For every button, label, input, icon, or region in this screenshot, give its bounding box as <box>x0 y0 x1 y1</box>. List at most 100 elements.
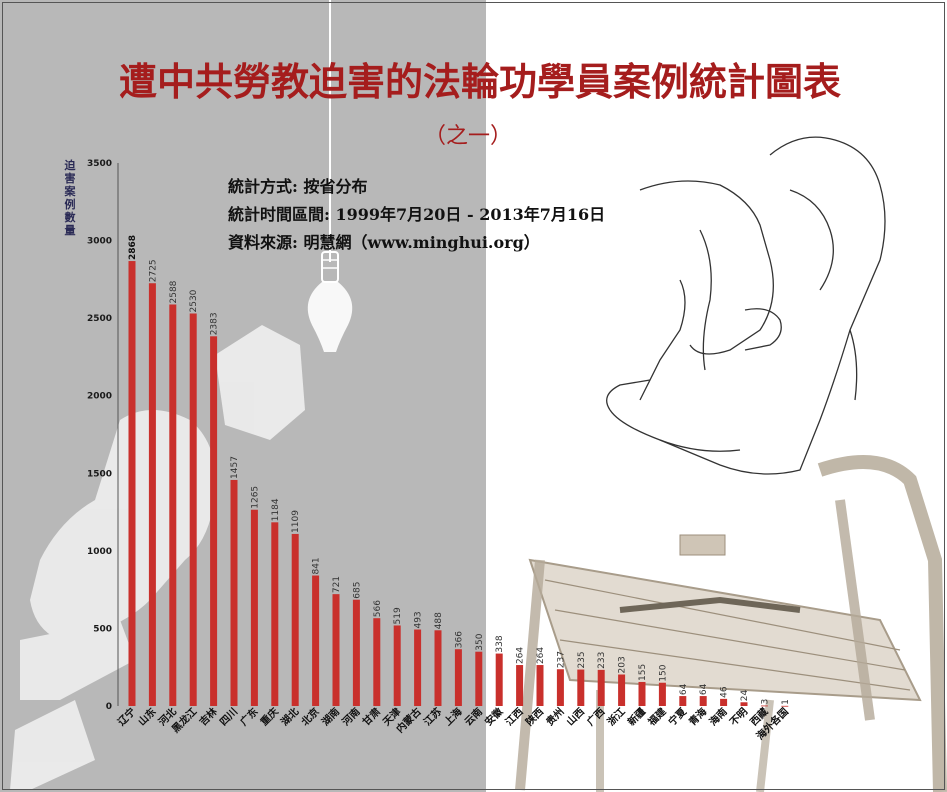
value-label: 3 <box>760 699 770 705</box>
value-label: 237 <box>556 651 566 668</box>
bar <box>312 575 320 706</box>
value-label: 721 <box>332 576 342 593</box>
bar <box>699 696 707 706</box>
category-label: 广西 <box>584 705 607 728</box>
value-label: 493 <box>414 611 424 628</box>
bar <box>271 522 279 706</box>
y-tick-label: 1500 <box>87 469 112 479</box>
bar <box>781 705 789 707</box>
y-axis-ticks: 0 500 1000 1500 2000 2500 3000 3500 <box>87 159 112 712</box>
bar <box>230 479 238 706</box>
bar <box>577 669 585 706</box>
bar <box>475 651 483 706</box>
value-label: 1184 <box>271 498 281 521</box>
value-label: 841 <box>312 557 322 574</box>
category-label: 辽宁 <box>115 705 138 728</box>
bar <box>189 313 197 706</box>
bar <box>373 618 381 706</box>
value-label: 155 <box>638 664 648 681</box>
bar <box>332 594 340 706</box>
value-label: 488 <box>434 612 444 629</box>
value-labels: 2868 2725 2588 2530 2383 1457 1265 1184 1109 841 7… <box>128 235 791 705</box>
bar <box>536 665 544 706</box>
bound-figure-silhouette <box>10 325 305 790</box>
bar <box>414 629 422 706</box>
value-label: 64 <box>679 683 689 695</box>
y-tick-label: 0 <box>106 702 112 712</box>
bar <box>516 665 524 706</box>
light-bulb-icon <box>307 0 353 352</box>
y-axis-label-char: 例 <box>65 197 76 211</box>
value-label: 233 <box>597 652 607 669</box>
y-axis-label-char: 數 <box>65 210 76 224</box>
value-label: 685 <box>352 582 362 599</box>
bar <box>291 533 299 706</box>
y-tick-label: 1000 <box>87 547 112 557</box>
category-label: 湖北 <box>278 705 301 728</box>
category-label: 宁夏 <box>666 704 690 728</box>
info-source: 資料來源: 明慧網（www.minghui.org） <box>228 233 540 252</box>
bar <box>454 649 462 706</box>
category-label: 重庆 <box>258 705 281 728</box>
value-label: 366 <box>454 631 464 648</box>
bar <box>720 698 728 706</box>
bar <box>393 625 401 706</box>
info-method: 統計方式: 按省分布 <box>228 177 367 196</box>
value-label: 64 <box>699 683 709 695</box>
y-tick-label: 2500 <box>87 314 112 324</box>
bar <box>556 669 564 706</box>
value-label: 1265 <box>250 486 260 509</box>
bar <box>128 261 136 706</box>
restrained-person-drawing <box>606 136 886 475</box>
y-axis-label-char: 害 <box>65 171 76 185</box>
category-label: 甘肃 <box>360 705 383 728</box>
info-block: 統計方式: 按省分布 統計时間區間: 1999年7月20日 - 2013年7月1… <box>228 177 605 252</box>
value-label: 519 <box>393 607 403 624</box>
bar <box>169 304 177 706</box>
value-label: 235 <box>577 651 587 668</box>
value-label: 264 <box>536 647 546 664</box>
category-label: 山东 <box>135 705 158 728</box>
bar <box>250 509 258 706</box>
category-label: 吉林 <box>196 704 220 728</box>
category-label: 安徽 <box>482 704 506 728</box>
y-tick-label: 3000 <box>87 237 112 247</box>
bar <box>434 630 442 706</box>
category-label: 云南 <box>462 705 485 728</box>
value-label: 350 <box>475 633 485 650</box>
category-label: 山西 <box>564 705 587 728</box>
category-label: 广东 <box>237 705 260 728</box>
bar <box>760 705 768 707</box>
value-label: 2588 <box>169 280 179 303</box>
y-axis-label-char: 迫 <box>64 158 77 172</box>
value-label: 2725 <box>148 259 158 282</box>
category-label: 贵州 <box>543 705 566 728</box>
bar <box>740 702 748 706</box>
category-label: 四川 <box>217 706 240 729</box>
bar <box>597 669 605 706</box>
y-axis-label-char: 量 <box>65 224 76 237</box>
category-label: 河南 <box>339 705 362 728</box>
category-label: 福建 <box>644 704 669 729</box>
category-label: 江西 <box>502 705 525 728</box>
category-label: 新疆 <box>625 705 648 728</box>
category-label: 青海 <box>686 705 709 728</box>
y-tick-label: 500 <box>93 624 112 634</box>
bar <box>618 674 626 706</box>
category-labels: 辽宁山东河北黑龙江吉林四川广东重庆湖北北京湖南河南甘肃天津内蒙古江苏上海云南安徽… <box>115 704 791 742</box>
category-label: 不明 <box>727 706 750 729</box>
info-period: 統計时間區間: 1999年7月20日 - 2013年7月16日 <box>228 205 605 224</box>
value-label: 203 <box>618 656 628 673</box>
bar <box>679 696 687 706</box>
category-label: 北京 <box>298 705 321 728</box>
y-tick-label: 2000 <box>87 392 112 402</box>
bar <box>148 283 156 706</box>
y-tick-label: 3500 <box>87 159 112 169</box>
value-label: 24 <box>740 690 750 702</box>
bar <box>495 653 503 706</box>
bars <box>128 261 789 707</box>
